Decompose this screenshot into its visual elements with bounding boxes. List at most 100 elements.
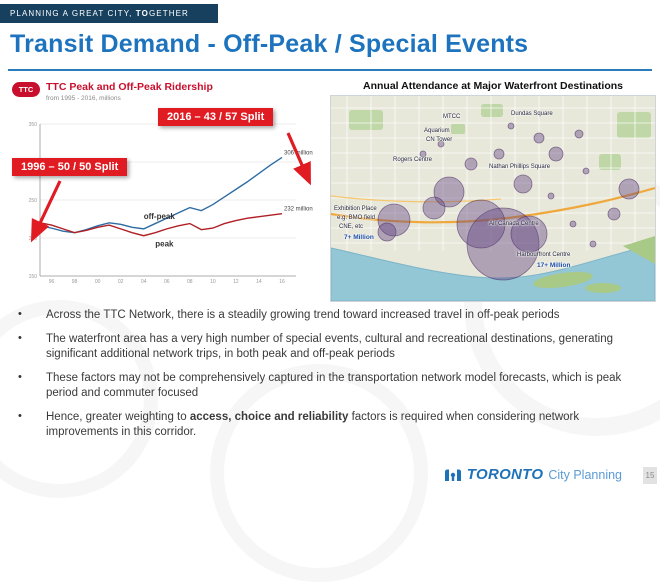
chart-header: TTC TTC Peak and Off-Peak Ridership from…	[12, 81, 213, 102]
map-place-label: Dundas Square	[511, 111, 553, 117]
map-place-label: Air Canada Centre	[489, 221, 539, 227]
map-place-label: MTCC	[443, 114, 461, 120]
map-heading: Annual Attendance at Major Waterfront De…	[363, 80, 623, 92]
banner-text-post: GETHER	[148, 9, 189, 18]
bullet-text-bold: access, choice and reliability	[189, 410, 349, 423]
attendance-bubble	[422, 196, 446, 220]
map-place-label: Harbourfront Centre	[517, 252, 571, 258]
attendance-bubble	[510, 215, 548, 253]
attendance-bubble	[513, 174, 533, 194]
bullet-text-pre: These factors may not be comprehensively…	[46, 371, 622, 399]
map-attendance-label: 17+ Million	[537, 262, 571, 269]
bullet-item: These factors may not be comprehensively…	[18, 371, 642, 401]
map-place-label: CNE, etc	[339, 224, 364, 230]
map-attendance-label: 7+ Million	[344, 234, 374, 241]
svg-text:16: 16	[279, 279, 285, 285]
svg-text:200: 200	[29, 236, 38, 242]
attendance-bubble	[419, 150, 427, 158]
footer-brand: TORONTO	[466, 466, 544, 483]
attendance-bubble	[493, 148, 505, 160]
bullet-marker	[18, 371, 46, 401]
waterfront-map-panel: Annual Attendance at Major Waterfront De…	[330, 80, 656, 306]
attendance-bubble	[377, 203, 411, 237]
map-street-grid	[331, 96, 655, 251]
svg-text:306 million: 306 million	[284, 150, 313, 156]
waterfront-map	[331, 96, 655, 301]
callout-1996-split: 1996 – 50 / 50 Split	[12, 158, 128, 176]
bullet-item: The waterfront area has a very high numb…	[18, 332, 642, 362]
banner-text-pre: PLANNING A GREAT CITY,	[10, 9, 136, 18]
callout-2016-split: 2016 – 43 / 57 Split	[158, 108, 274, 126]
footer-logo: TORONTO City Planning	[444, 466, 622, 483]
page-title: Transit Demand - Off-Peak / Special Even…	[10, 30, 529, 58]
attendance-bubble	[456, 199, 506, 249]
attendance-bubble	[466, 207, 540, 281]
svg-text:12: 12	[233, 279, 239, 285]
svg-text:00: 00	[95, 279, 101, 285]
ridership-chart-panel: TTC TTC Peak and Off-Peak Ridership from…	[8, 78, 330, 306]
svg-text:98: 98	[72, 279, 78, 285]
attendance-bubble	[507, 122, 515, 130]
bullet-item: Across the TTC Network, there is a stead…	[18, 308, 642, 323]
attendance-bubble	[547, 192, 555, 200]
chart-subtitle: from 1995 - 2016, millions	[46, 94, 121, 102]
svg-text:14: 14	[256, 279, 262, 285]
bullet-marker	[18, 308, 46, 323]
bullet-text-pre: The waterfront area has a very high numb…	[46, 332, 614, 360]
attendance-bubble	[548, 146, 564, 162]
svg-text:10: 10	[210, 279, 216, 285]
bullet-text-pre: Across the TTC Network, there is a stead…	[46, 309, 560, 321]
attendance-bubble	[574, 129, 584, 139]
map-road	[331, 195, 502, 203]
top-banner: PLANNING A GREAT CITY, TOGETHER	[0, 4, 218, 23]
map-place-label: Nathan Phillips Square	[489, 164, 551, 170]
bullet-marker	[18, 410, 46, 440]
chart-title: TTC Peak and Off-Peak Ridership	[46, 81, 213, 93]
ridership-line-chart: 1502002503003509698000204060810121416306…	[29, 122, 313, 285]
map-body: MTCC Aquarium CN Tower Dundas Square Rogers …	[330, 95, 656, 302]
map-place-label: e.g. BMO field	[337, 215, 376, 221]
map-lake	[331, 243, 655, 301]
banner-text-bold: TO	[135, 9, 149, 18]
map-parks	[349, 104, 651, 170]
bullet-item: Hence, greater weighting to access, choi…	[18, 410, 642, 440]
title-underline	[8, 69, 652, 71]
bullet-text-pre: Hence, greater weighting to	[46, 410, 190, 423]
map-place-label: CN Tower	[426, 137, 453, 143]
svg-text:150: 150	[29, 274, 38, 280]
ttc-logo: TTC	[12, 82, 40, 97]
attendance-bubble	[618, 178, 640, 200]
map-place-label: Rogers Centre	[393, 157, 433, 163]
bullet-text: Across the TTC Network, there is a stead…	[46, 308, 559, 323]
svg-text:06: 06	[164, 279, 170, 285]
map-highway	[331, 186, 655, 224]
bullet-list: Across the TTC Network, there is a stead…	[18, 308, 642, 449]
bullet-marker	[18, 332, 46, 362]
toronto-logo-icon	[444, 469, 461, 481]
bullet-text: These factors may not be comprehensively…	[46, 371, 631, 401]
attendance-bubble	[533, 132, 545, 144]
attendance-bubble	[437, 140, 445, 148]
page-number: 15	[643, 467, 657, 484]
svg-text:08: 08	[187, 279, 193, 285]
svg-text:02: 02	[118, 279, 124, 285]
attendance-bubble	[582, 167, 590, 175]
map-islands	[533, 236, 655, 293]
attendance-bubble	[377, 222, 397, 242]
bullet-text-post: factors is required when considering net…	[46, 410, 580, 438]
map-place-label: Aquarium	[424, 128, 450, 134]
bullet-text: Hence, greater weighting to access, choi…	[46, 410, 631, 440]
attendance-bubble	[569, 220, 577, 228]
map-place-label: Exhibition Place	[334, 206, 377, 212]
attendance-bubble	[607, 207, 621, 221]
bullet-text: The waterfront area has a very high numb…	[46, 332, 631, 362]
svg-text:peak: peak	[155, 240, 174, 249]
svg-text:250: 250	[29, 198, 38, 204]
attendance-bubble	[464, 157, 478, 171]
svg-text:350: 350	[29, 122, 38, 128]
footer-department: City Planning	[548, 467, 622, 482]
svg-text:96: 96	[49, 279, 55, 285]
attendance-bubble	[589, 240, 597, 248]
svg-text:04: 04	[141, 279, 147, 285]
svg-text:off-peak: off-peak	[144, 212, 176, 221]
